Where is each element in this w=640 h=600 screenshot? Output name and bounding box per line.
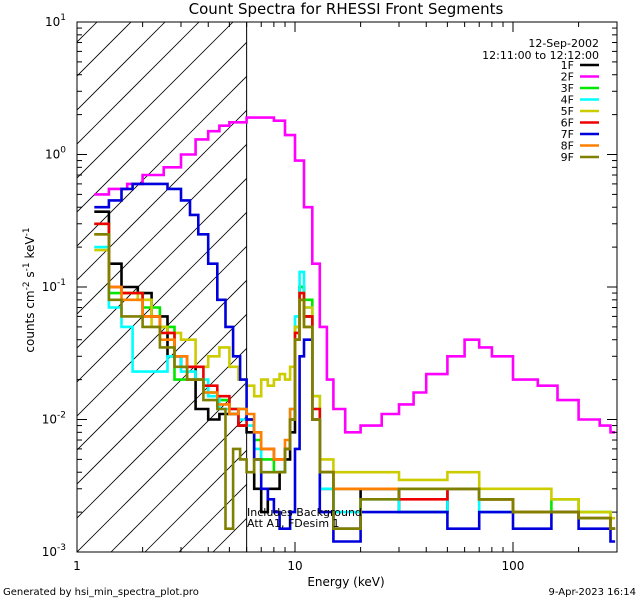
legend-label: 8F [561,140,574,153]
hatch-line [77,22,200,145]
hatch-line [519,0,640,552]
hatch-line [77,109,247,281]
series-line-9F [94,233,616,530]
y-tick-label: 100 [45,146,66,162]
hatch-line [212,517,247,552]
hatch-line [77,75,247,247]
hatched-region [0,0,640,552]
y-tick-label: 10-1 [42,278,66,294]
hatch-line [144,449,247,552]
y-axis-label: counts cm-2 s-1 keV-1 [22,227,37,352]
hatch-line [77,347,247,519]
x-tick-label: 100 [502,559,525,573]
hatch-line [0,0,93,552]
hatch-line [0,0,25,552]
legend-label: 2F [561,71,574,84]
y-tick-labels: 10-3 10-2 10-1 100 101 [42,13,67,559]
hatch-line [417,0,640,552]
y-tick-label: 10-3 [42,543,66,559]
hatch-line [77,279,247,451]
hatch-line [451,0,640,552]
y-tick-label: 10-2 [42,411,66,427]
series-line-4F [94,245,616,530]
time-range-label: 12:11:00 to 12:12:00 [482,49,599,62]
hatch-line [77,22,234,179]
y-tick-label: 101 [45,13,66,29]
legend-label: 9F [561,151,574,164]
series-line-2F [94,116,616,434]
generated-by-label: Generated by hsi_min_spectra_plot.pro [3,587,199,598]
series-line-1F [94,210,616,530]
hatch-line [315,0,640,552]
legend-label: 7F [561,128,574,141]
hatch-line [247,0,640,552]
series-line-7F [94,182,616,543]
hatch-line [77,245,247,417]
hatch-line [77,143,247,315]
legend-label: 5F [561,105,574,118]
attenuator-note: Att A1, FDesim 1 [247,517,340,530]
axis-ticks [76,21,618,553]
hatch-line [77,177,247,349]
legend-label: 6F [561,117,574,130]
series-lines [94,22,616,552]
hatch-line [77,211,247,383]
hatch-line [77,313,247,485]
hatch-line [281,0,640,552]
hatch-line [349,0,640,552]
series-line-6F [94,222,616,530]
chart-title: Count Spectra for RHESSI Front Segments [189,0,504,18]
series-line-3F [94,222,616,530]
hatch-line [587,0,640,552]
hatch-line [110,415,247,552]
legend-label: 4F [561,94,574,107]
hatch-line [621,0,640,552]
timestamp-label: 9-Apr-2023 16:14 [549,587,636,598]
hatch-line [383,0,640,552]
date-label: 12-Sep-2002 [528,37,599,50]
legend-label: 1F [561,59,574,72]
hatch-line [77,22,166,111]
x-tick-label: 10 [287,559,302,573]
hatch-line [77,381,247,552]
x-tick-labels: 1 10 100 [73,559,524,573]
x-axis-label: Energy (keV) [307,575,384,589]
x-tick-label: 1 [73,559,81,573]
legend-label: 3F [561,82,574,95]
background-note: Includes Background [247,506,362,519]
hatch-line [77,41,247,213]
series-line-5F [94,248,616,520]
